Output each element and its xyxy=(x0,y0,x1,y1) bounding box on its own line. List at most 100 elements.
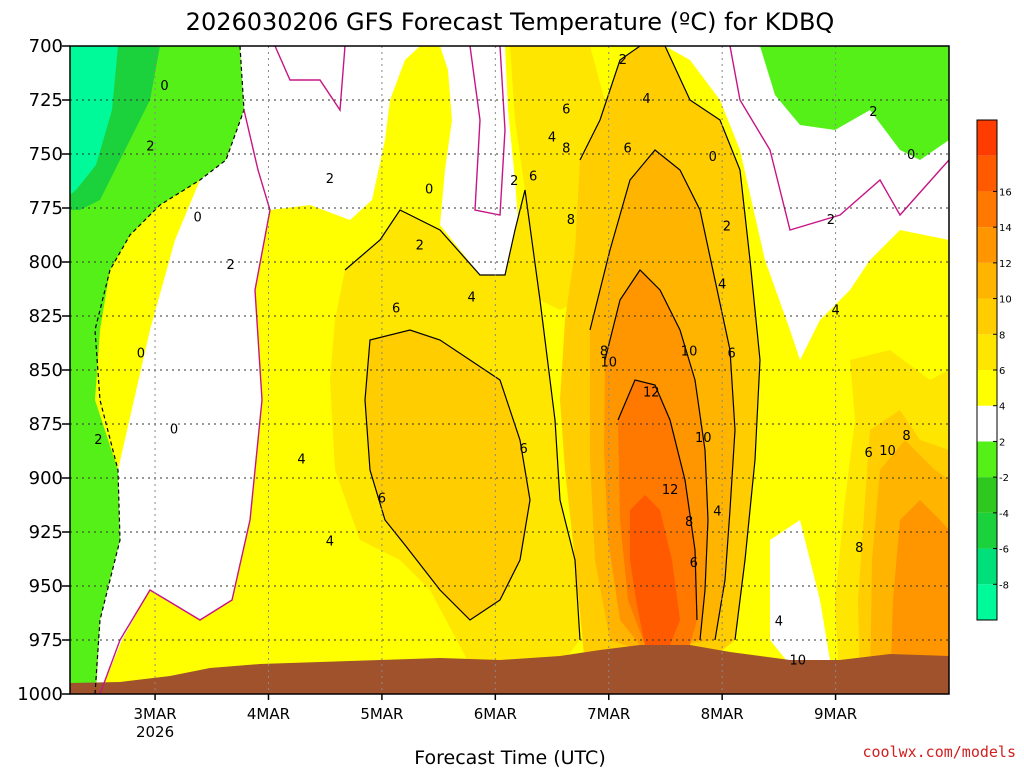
colorbar-segment xyxy=(977,191,997,228)
contour-label: 2 xyxy=(869,105,877,120)
near-zero-region-top-a xyxy=(240,46,420,220)
contour-label: 10 xyxy=(790,653,807,668)
y-axis: 700 725 750 775 800 825 850 875 900 925 950 975 1000 xyxy=(17,36,70,705)
x-tick-label: 5MAR xyxy=(360,705,403,723)
colorbar-segment xyxy=(977,370,997,406)
credit-text[interactable]: coolwx.com/models xyxy=(862,743,1016,761)
y-tick-label: 900 xyxy=(29,468,63,489)
contour-label: 0 xyxy=(170,422,178,437)
y-tick-label: 975 xyxy=(29,630,63,651)
warm-region-14-16 xyxy=(630,495,680,645)
zero-contour-top xyxy=(274,46,346,113)
colorbar-label: -2 xyxy=(999,473,1009,484)
contour-label: 0 xyxy=(709,150,717,165)
warm-region-10-12-right xyxy=(890,500,949,694)
colorbar-segment xyxy=(977,441,997,478)
colorbar-segment xyxy=(977,227,997,263)
contour-label: 6 xyxy=(624,142,632,157)
contour-label: 4 xyxy=(775,615,783,630)
colorbar-label: 10 xyxy=(999,295,1012,306)
contour-label: 6 xyxy=(378,491,386,506)
zero-contour-right xyxy=(729,46,949,231)
y-tick-label: 950 xyxy=(29,576,63,597)
near-zero-region-top-b xyxy=(440,46,518,275)
colorbar-label: 6 xyxy=(999,366,1005,377)
coldest-region-left xyxy=(70,46,118,195)
y-tick-label: 850 xyxy=(29,360,63,381)
contour-label: 2 xyxy=(94,433,102,448)
contour-line-6-top xyxy=(579,46,641,161)
zero-contours xyxy=(99,46,949,694)
colorbar-segment xyxy=(977,405,997,442)
colorbar-segment xyxy=(977,477,997,513)
chart-title: 2026030206 GFS Forecast Temperature (ºC)… xyxy=(186,8,835,36)
y-tick-label: 775 xyxy=(29,198,63,219)
contour-line-4-mid xyxy=(344,189,581,641)
near-zero-region-top-right xyxy=(665,46,949,360)
contour-label: 10 xyxy=(681,345,698,360)
y-tick-label: 750 xyxy=(29,144,63,165)
contour-label: 8 xyxy=(567,213,575,228)
colorbar-label: -6 xyxy=(999,545,1009,556)
contour-label: 2 xyxy=(510,174,518,189)
contour-label: 6 xyxy=(529,170,537,185)
colorbar-label: 4 xyxy=(999,402,1005,413)
contour-label: 0 xyxy=(193,211,201,226)
colorbar-segment xyxy=(977,512,997,549)
contour-label: 4 xyxy=(326,535,334,550)
contour-label: 4 xyxy=(548,131,556,146)
y-tick-label: 1000 xyxy=(17,684,63,705)
colorbar-segment xyxy=(977,334,997,370)
x-axis-label: Forecast Time (UTC) xyxy=(414,747,605,768)
x-tick-label: 8MAR xyxy=(701,705,744,723)
y-tick-label: 875 xyxy=(29,414,63,435)
contour-label: 10 xyxy=(695,431,712,446)
terrain-fill xyxy=(70,645,949,694)
contour-label: 10 xyxy=(600,355,617,370)
contour-label: 0 xyxy=(425,183,433,198)
contour-label: 12 xyxy=(662,483,679,498)
contour-label: 8 xyxy=(562,142,570,157)
contour-label: 12 xyxy=(643,386,660,401)
contour-label: 6 xyxy=(392,301,400,316)
x-tick-sublabel: 2026 xyxy=(136,723,174,741)
y-tick-label: 700 xyxy=(29,36,63,57)
colorbar-label: -4 xyxy=(999,509,1009,520)
contour-label: 10 xyxy=(879,444,896,459)
zero-contour-mid xyxy=(469,46,506,216)
contour-label: 4 xyxy=(642,92,650,107)
contour-line-minus2 xyxy=(94,46,245,694)
y-tick-label: 800 xyxy=(29,252,63,273)
near-zero-region-left xyxy=(96,110,270,694)
y-tick-label: 725 xyxy=(29,90,63,111)
colorbar-label: 14 xyxy=(999,223,1012,234)
contour-label: 2 xyxy=(827,213,835,228)
contour-label: 2 xyxy=(619,53,627,68)
colorbar-segment xyxy=(977,120,997,156)
contour-line-6-mid xyxy=(364,329,531,621)
colorbar: -8 -6 -4 -2 2 4 6 8 10 12 14 16 xyxy=(976,119,1012,621)
contour-label: 6 xyxy=(520,442,528,457)
contour-label: 0 xyxy=(907,148,915,163)
near-zero-region-bottom-right xyxy=(770,520,830,665)
colorbar-label: 2 xyxy=(999,437,1005,448)
contour-label: 4 xyxy=(713,504,721,519)
contour-line-8 xyxy=(589,149,736,641)
y-tick-label: 925 xyxy=(29,522,63,543)
grid-lines xyxy=(70,46,949,694)
zero-contour-left xyxy=(99,109,271,694)
colorbar-segment xyxy=(977,584,997,620)
contour-label: 4 xyxy=(831,304,839,319)
contour-label: 6 xyxy=(562,103,570,118)
colorbar-segment xyxy=(977,548,997,585)
contour-label: 6 xyxy=(865,446,873,461)
cold-region-top-right xyxy=(760,46,949,160)
colorbar-segment xyxy=(977,262,997,299)
colorbar-label: -8 xyxy=(999,580,1009,591)
contour-label: 6 xyxy=(690,556,698,571)
contour-label: 0 xyxy=(137,347,145,362)
x-tick-label: 3MAR xyxy=(133,705,176,723)
